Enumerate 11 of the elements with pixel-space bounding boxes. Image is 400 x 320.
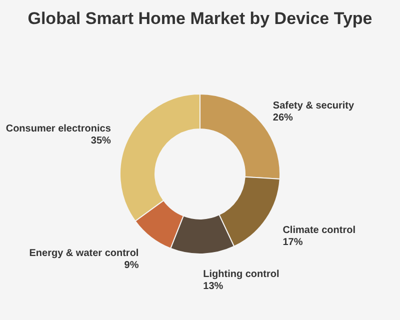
slice-label: Safety & security [272, 100, 354, 112]
slice-label: Consumer electronics [6, 124, 112, 135]
data-label: 9% [124, 260, 139, 272]
data-label: 13% [203, 280, 224, 292]
data-label: 26% [272, 112, 294, 124]
data-label: 35% [90, 136, 112, 147]
chart-title: Global Smart Home Market by Device Type [28, 9, 372, 28]
data-label: 17% [282, 237, 303, 248]
slice-label: Energy & water control [29, 248, 139, 260]
slice-label: Climate control [282, 225, 356, 236]
slice-label: Lighting control [203, 268, 280, 280]
